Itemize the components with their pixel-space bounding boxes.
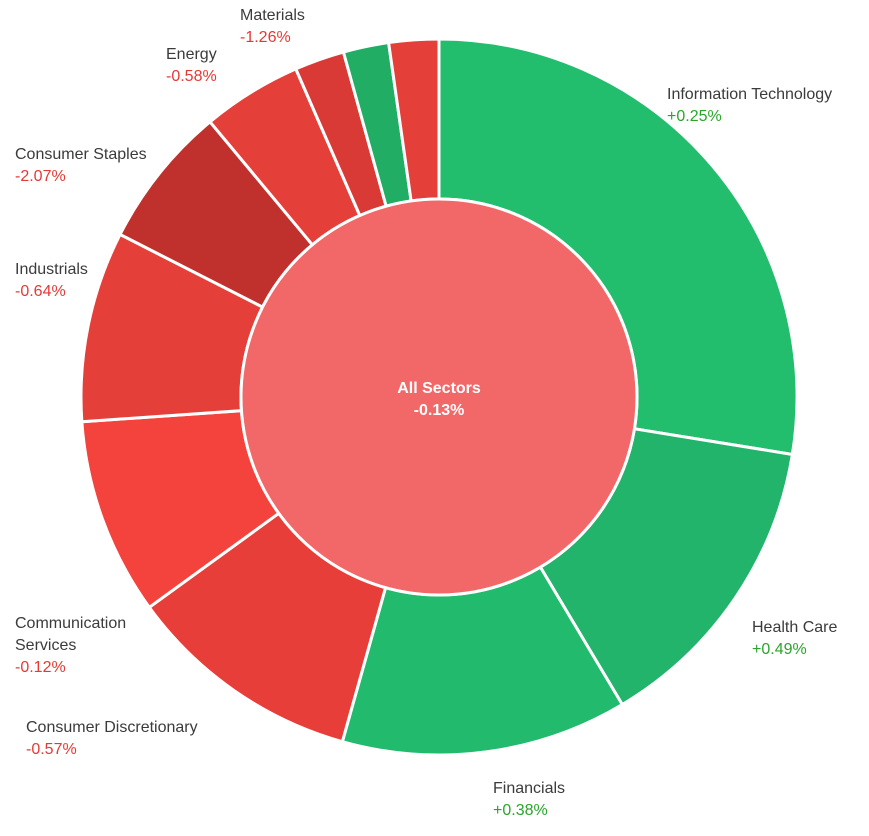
label-consumer-discretionary: Consumer Discretionary -0.57%	[26, 717, 198, 761]
label-materials: Materials -1.26%	[240, 5, 305, 49]
label-name: Information Technology	[667, 86, 833, 103]
label-energy: Energy -0.58%	[166, 44, 217, 88]
label-name: Energy	[166, 46, 217, 63]
label-change: -1.26%	[240, 29, 291, 46]
center-name: All Sectors	[397, 380, 481, 397]
center-change: -0.13%	[413, 402, 465, 419]
label-name: Materials	[240, 7, 305, 24]
label-change: +0.49%	[752, 641, 807, 658]
label-health-care: Health Care +0.49%	[752, 617, 837, 661]
label-name: Communication Services	[15, 615, 127, 654]
label-change: -2.07%	[15, 168, 66, 185]
label-name: Consumer Discretionary	[26, 719, 198, 736]
all-sectors-center[interactable]	[239, 197, 639, 597]
label-change: -0.57%	[26, 741, 77, 758]
label-name: Health Care	[752, 619, 838, 636]
label-name: Industrials	[15, 261, 88, 278]
label-name: Consumer Staples	[15, 146, 147, 163]
center-label: All Sectors -0.13%	[339, 378, 539, 422]
label-change: +0.25%	[667, 108, 722, 125]
label-change: +0.38%	[493, 802, 548, 819]
label-communication-services: Communication Services -0.12%	[15, 613, 155, 679]
label-change: -0.58%	[166, 68, 217, 85]
label-change: -0.64%	[15, 283, 66, 300]
label-name: Financials	[493, 780, 566, 797]
label-industrials: Industrials -0.64%	[15, 259, 88, 303]
label-information-technology: Information Technology +0.25%	[667, 84, 832, 128]
label-consumer-staples: Consumer Staples -2.07%	[15, 144, 147, 188]
label-change: -0.12%	[15, 659, 66, 676]
label-financials: Financials +0.38%	[493, 778, 565, 822]
